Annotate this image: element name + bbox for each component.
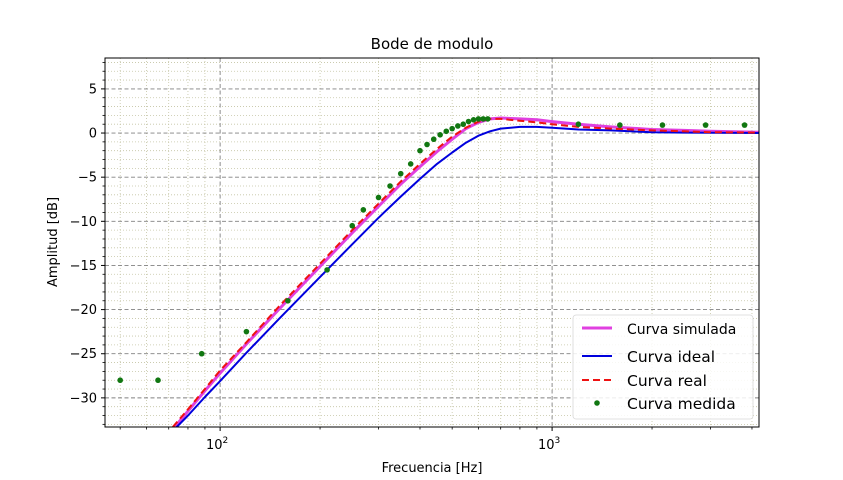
legend: Curva simulada Curva ideal Curva real Curva… [572,314,754,420]
series-line-curva-real [172,117,759,427]
data-point-curva-medida [430,136,437,143]
y-tick-label: −15 [70,259,97,274]
series-markers [117,116,748,384]
data-point-curva-medida [198,350,205,357]
data-point-curva-medida [417,147,423,154]
data-point-curva-medida [375,194,382,201]
series-line-curva-ideal [175,125,759,427]
data-point-curva-medida [475,116,482,122]
x-tick-label: 103 [538,436,560,453]
data-point-curva-medida [575,121,582,128]
minor-grid [105,58,759,427]
data-point-curva-medida [349,222,356,229]
data-point-curva-medida [741,122,748,128]
legend-label-curva-simulada: Curva simulada [627,322,736,338]
data-point-curva-medida [397,170,404,177]
data-point-curva-medida [659,122,666,128]
y-tick-label: −10 [70,215,97,230]
data-point-curva-medida [285,297,291,304]
plot-frame [104,57,760,428]
legend-box [572,314,754,420]
x-tick-labels: 102 103 [206,436,560,453]
data-point-curva-medida [360,207,367,213]
data-point-curva-medida [155,377,161,384]
data-point-curva-medida [387,183,393,189]
series-line-curva-simulada [173,116,759,427]
legend-label-curva-medida: Curva medida [627,395,736,413]
data-point-curva-medida [470,116,477,123]
major-grid [105,58,759,427]
data-point-curva-medida [407,161,414,167]
y-tick-label: 0 [89,127,97,142]
y-tick-label: 5 [89,82,97,97]
x-tick-label: 102 [206,436,228,453]
data-point-curva-medida [702,122,709,128]
y-tick-label: −25 [70,347,97,362]
data-point-curva-medida [449,125,455,132]
data-point-curva-medida [243,328,250,335]
data-point-curva-medida [465,118,472,125]
data-point-curva-medida [460,121,467,128]
legend-label-curva-real: Curva real [627,372,707,390]
chart-title: Bode de modulo [371,35,494,53]
data-point-curva-medida [117,377,123,384]
y-tick-label: −5 [78,171,97,186]
data-point-curva-medida [480,116,486,122]
data-point-curva-medida [484,116,491,122]
data-point-curva-medida [617,122,623,128]
y-tick-label: −30 [70,391,97,406]
legend-marker-curva-medida [594,400,600,406]
plot-area [117,116,759,427]
data-point-curva-medida [424,141,430,148]
series-lines [172,116,759,427]
data-point-curva-medida [455,123,461,129]
y-tick-label: −20 [70,303,97,318]
data-point-curva-medida [437,132,443,138]
y-tick-labels: 5 0 −5 −10 −15 −20 −25 −30 [70,82,97,406]
y-axis-label: Amplitud [dB] [46,197,61,287]
legend-label-curva-ideal: Curva ideal [627,348,715,366]
x-axis-label: Frecuencia [Hz] [382,461,483,476]
data-point-curva-medida [443,128,450,135]
axis-ticks [101,62,753,431]
data-point-curva-medida [324,267,330,273]
